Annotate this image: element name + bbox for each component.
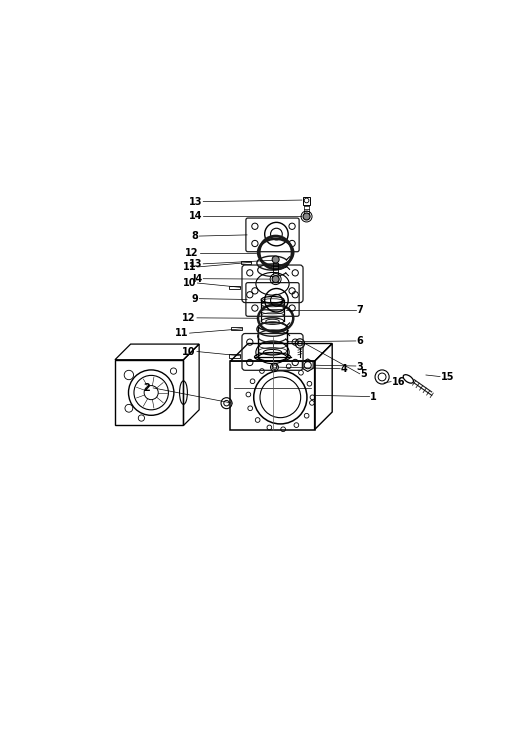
Text: 3: 3 bbox=[357, 362, 364, 372]
Text: 16: 16 bbox=[392, 378, 406, 387]
Text: 4: 4 bbox=[341, 364, 348, 374]
Text: 5: 5 bbox=[361, 369, 367, 378]
Text: 12: 12 bbox=[182, 313, 195, 323]
Text: 10: 10 bbox=[182, 346, 195, 357]
Text: I4: I4 bbox=[192, 274, 202, 283]
Text: 12: 12 bbox=[185, 248, 198, 257]
Text: 13: 13 bbox=[188, 197, 202, 206]
Circle shape bbox=[303, 213, 310, 220]
Text: 11: 11 bbox=[175, 328, 188, 338]
Text: 1: 1 bbox=[370, 391, 377, 402]
Text: 10: 10 bbox=[183, 278, 196, 288]
Text: 7: 7 bbox=[357, 305, 364, 316]
Text: 14: 14 bbox=[188, 212, 202, 221]
Text: 11: 11 bbox=[183, 262, 196, 272]
Circle shape bbox=[272, 256, 279, 263]
Text: 2: 2 bbox=[143, 383, 150, 393]
Text: 9: 9 bbox=[191, 294, 198, 304]
Circle shape bbox=[272, 275, 279, 283]
Text: 8: 8 bbox=[191, 231, 198, 241]
Text: 6: 6 bbox=[357, 336, 364, 346]
Text: 15: 15 bbox=[441, 372, 454, 381]
Text: 13: 13 bbox=[188, 259, 202, 269]
